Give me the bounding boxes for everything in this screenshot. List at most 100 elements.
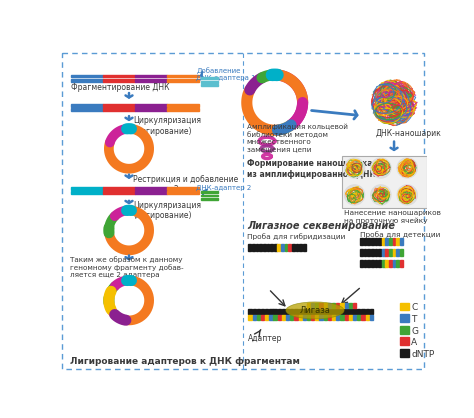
Bar bbox=[364, 249, 366, 256]
Bar bbox=[340, 315, 344, 320]
Bar bbox=[286, 315, 289, 320]
Bar bbox=[167, 75, 199, 77]
Bar bbox=[167, 79, 199, 82]
Text: Амплификация кольцевой
библиотеки методом
множественного
замещения цепи: Амплификация кольцевой библиотеки методо… bbox=[247, 123, 348, 152]
Bar bbox=[265, 309, 268, 314]
Bar bbox=[349, 303, 352, 308]
Bar bbox=[353, 315, 356, 320]
Bar bbox=[364, 238, 366, 245]
Bar bbox=[103, 104, 135, 107]
Text: Циркуляризация
(лигирование): Циркуляризация (лигирование) bbox=[133, 201, 201, 220]
Bar bbox=[255, 244, 258, 251]
Bar bbox=[349, 315, 352, 320]
Bar bbox=[315, 315, 319, 320]
Bar bbox=[278, 315, 281, 320]
Bar bbox=[332, 303, 335, 308]
Bar bbox=[290, 315, 293, 320]
Bar bbox=[396, 260, 399, 267]
Bar bbox=[389, 260, 392, 267]
Bar bbox=[253, 315, 256, 320]
Bar bbox=[71, 79, 102, 82]
Bar bbox=[71, 104, 102, 107]
Bar bbox=[286, 309, 289, 314]
Bar bbox=[71, 191, 102, 194]
Bar bbox=[396, 249, 399, 256]
Bar bbox=[278, 309, 281, 314]
Bar bbox=[400, 314, 409, 322]
Bar bbox=[393, 238, 395, 245]
Bar bbox=[71, 75, 102, 77]
Circle shape bbox=[345, 185, 365, 205]
Bar bbox=[282, 309, 285, 314]
Bar bbox=[303, 315, 306, 320]
Bar bbox=[315, 303, 319, 308]
Bar bbox=[364, 260, 366, 267]
Bar bbox=[389, 249, 392, 256]
Bar bbox=[353, 309, 356, 314]
Text: Адаптер: Адаптер bbox=[248, 334, 283, 342]
Bar bbox=[292, 244, 295, 251]
Bar bbox=[294, 315, 298, 320]
Bar bbox=[135, 187, 166, 190]
Bar bbox=[201, 84, 218, 86]
Bar bbox=[365, 315, 369, 320]
Bar bbox=[400, 260, 403, 267]
Bar bbox=[259, 244, 262, 251]
Bar bbox=[167, 187, 199, 190]
Bar bbox=[328, 315, 331, 320]
Bar bbox=[361, 315, 365, 320]
Text: G: G bbox=[411, 326, 418, 336]
Bar bbox=[311, 315, 314, 320]
Ellipse shape bbox=[286, 302, 344, 319]
Text: Таким же образом к данному
геномному фрагменту добав-
ляется еще 2 адаптера: Таким же образом к данному геномному фра… bbox=[70, 257, 184, 278]
Bar bbox=[167, 108, 199, 111]
Bar bbox=[285, 244, 288, 251]
Bar bbox=[315, 309, 319, 314]
Bar bbox=[378, 260, 381, 267]
Bar bbox=[253, 309, 256, 314]
Bar bbox=[135, 191, 166, 194]
Bar bbox=[365, 309, 369, 314]
Bar bbox=[103, 191, 135, 194]
Bar bbox=[248, 315, 252, 320]
Circle shape bbox=[397, 185, 417, 205]
Bar bbox=[382, 260, 384, 267]
Bar bbox=[201, 194, 218, 196]
Bar bbox=[135, 79, 166, 82]
Text: C: C bbox=[411, 303, 417, 313]
Bar bbox=[371, 260, 374, 267]
Bar bbox=[374, 238, 377, 245]
Bar bbox=[71, 108, 102, 111]
Bar bbox=[103, 79, 135, 82]
Text: Нанесение наношариков
на проточную ячейку: Нанесение наношариков на проточную ячейк… bbox=[345, 210, 441, 224]
Bar bbox=[353, 303, 356, 308]
Bar bbox=[296, 244, 299, 251]
Bar bbox=[274, 244, 276, 251]
Bar bbox=[277, 244, 280, 251]
Bar bbox=[135, 75, 166, 77]
Bar bbox=[299, 309, 302, 314]
Bar bbox=[201, 191, 218, 193]
Bar bbox=[167, 191, 199, 194]
Bar bbox=[340, 309, 344, 314]
Bar bbox=[370, 309, 373, 314]
Bar bbox=[248, 309, 252, 314]
Bar bbox=[319, 303, 323, 308]
Bar bbox=[261, 309, 264, 314]
Bar bbox=[367, 238, 370, 245]
Bar bbox=[385, 260, 388, 267]
Circle shape bbox=[345, 158, 365, 178]
Bar bbox=[103, 75, 135, 77]
Bar bbox=[307, 309, 310, 314]
Bar bbox=[349, 309, 352, 314]
Bar bbox=[361, 309, 365, 314]
Text: Рестрикция и добавление
адаптера 2: Рестрикция и добавление адаптера 2 bbox=[133, 175, 238, 194]
Bar bbox=[328, 309, 331, 314]
Text: T: T bbox=[411, 315, 417, 324]
Bar bbox=[393, 249, 395, 256]
Bar bbox=[400, 303, 409, 311]
Bar bbox=[336, 303, 339, 308]
Circle shape bbox=[397, 158, 417, 178]
Text: Циркуляризация
(лигирование): Циркуляризация (лигирование) bbox=[133, 116, 201, 136]
Bar bbox=[252, 244, 255, 251]
